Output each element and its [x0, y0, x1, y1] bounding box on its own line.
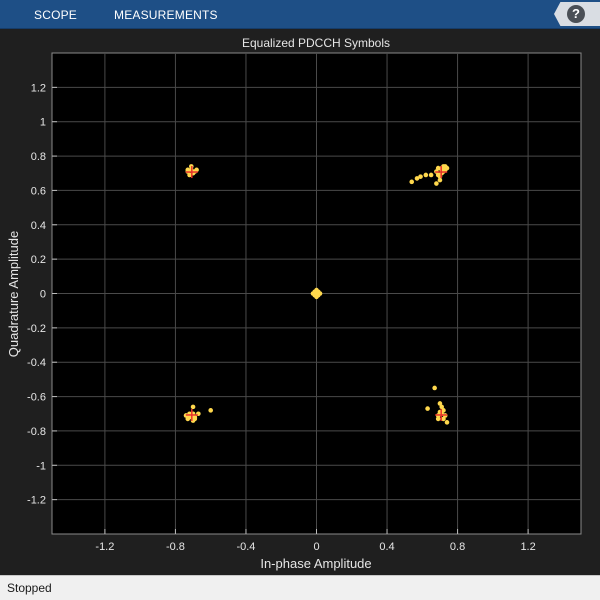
y-tick-label: 0.6: [31, 185, 46, 197]
data-point: [428, 172, 434, 178]
y-tick-label: 0.2: [31, 254, 46, 266]
x-tick-labels: -1.2 -0.8 -0.4 0 0.4 0.8 1.2: [95, 541, 535, 553]
x-tick-label: 0.4: [379, 541, 394, 553]
tab-measurements[interactable]: MEASUREMENTS: [114, 8, 218, 22]
y-tick-label: -1.2: [27, 495, 46, 507]
y-tick-label: -1: [36, 460, 46, 472]
help-icon[interactable]: ?: [567, 5, 585, 23]
data-point: [441, 408, 446, 413]
data-point: [310, 291, 316, 296]
reference-constellation-marker: [185, 408, 198, 421]
y-axis-label: Quadrature Amplitude: [6, 231, 21, 357]
y-tick-label: 1.2: [31, 82, 46, 94]
x-tick-label: 0: [313, 541, 319, 553]
reference-constellation-marker: [435, 408, 448, 421]
tab-scope[interactable]: SCOPE: [34, 8, 78, 22]
reference-constellation-marker: [435, 166, 448, 179]
data-point: [409, 179, 415, 185]
x-axis-label: In-phase Amplitude: [260, 556, 371, 571]
x-tick-label: 1.2: [520, 541, 535, 553]
reference-markers: [185, 166, 448, 421]
x-tick-label: -1.2: [95, 541, 114, 553]
data-point: [187, 172, 192, 178]
data-point: [208, 408, 213, 413]
chart-title: Equalized PDCCH Symbols: [242, 36, 390, 50]
data-point: [432, 385, 437, 391]
data-point: [317, 291, 323, 296]
y-tick-label: -0.6: [27, 392, 46, 404]
data-point: [314, 287, 319, 293]
data-point: [423, 172, 429, 178]
y-tick-label: -0.4: [27, 357, 46, 369]
data-point: [192, 414, 198, 420]
data-point: [314, 294, 319, 300]
scope-toolstrip: SCOPE MEASUREMENTS ?: [0, 0, 600, 29]
data-point: [190, 404, 196, 410]
data-point: [442, 164, 448, 169]
reference-constellation-marker: [185, 166, 198, 179]
status-bar: Stopped: [0, 575, 600, 600]
data-point: [437, 401, 443, 406]
x-tick-label: 0.8: [450, 541, 465, 553]
constellation-plot[interactable]: Equalized PDCCH Symbols -1.2 -0.8 -0.4 0 0.4…: [0, 29, 600, 575]
data-point: [441, 416, 446, 422]
x-tick-label: -0.8: [166, 541, 185, 553]
data-point: [194, 167, 199, 173]
y-tick-label: 0.8: [31, 151, 46, 163]
data-point: [414, 176, 420, 181]
help-button[interactable]: ?: [546, 2, 600, 26]
data-point: [437, 177, 443, 183]
data-point: [435, 165, 441, 171]
data-point: [425, 406, 430, 411]
plot-area: Equalized PDCCH Symbols -1.2 -0.8 -0.4 0 0.4…: [0, 29, 600, 575]
y-tick-labels: 1.2 1 0.8 0.6 0.4 0.2 0 -0.2 -0.4 -0.6 -0.8 -1 -1.2: [27, 82, 46, 506]
y-tick-label: -0.2: [27, 323, 46, 335]
data-point: [439, 404, 444, 410]
data-point: [434, 181, 439, 186]
data-point: [187, 414, 192, 420]
data-point: [418, 174, 423, 179]
status-text: Stopped: [7, 581, 52, 595]
y-tick-label: 1: [40, 117, 46, 129]
data-point: [435, 416, 441, 422]
y-tick-label: 0: [40, 289, 46, 301]
y-tick-label: -0.8: [27, 426, 46, 438]
data-point: [444, 420, 450, 425]
y-tick-label: 0.4: [31, 220, 46, 232]
x-tick-label: -0.4: [236, 541, 255, 553]
